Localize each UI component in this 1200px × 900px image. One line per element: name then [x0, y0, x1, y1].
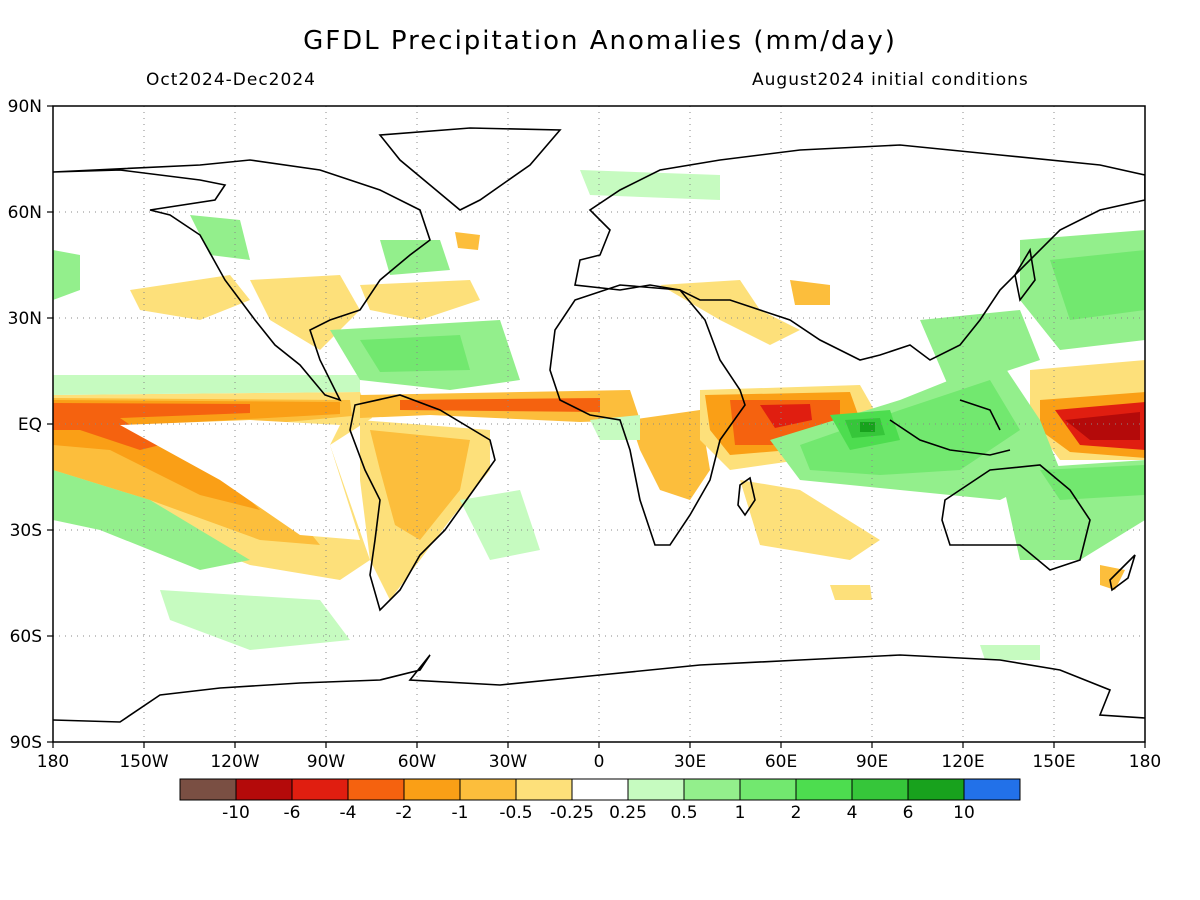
legend-label: 10	[953, 803, 975, 823]
australia-coastline	[941, 464, 1091, 571]
legend-color-box	[739, 778, 797, 801]
lon-label: 90E	[856, 752, 888, 772]
legend-label: 0.5	[670, 803, 697, 823]
wet-anomaly-region	[460, 490, 540, 560]
wet-anomaly-region	[360, 335, 470, 372]
lat-label: 60N	[8, 203, 42, 223]
forecast-period: Oct2024-Dec2024	[146, 70, 316, 90]
color-legend	[179, 778, 1021, 801]
legend-color-box	[795, 778, 853, 801]
lon-label: 90W	[307, 752, 346, 772]
legend-label: 4	[847, 803, 858, 823]
lon-label: 120E	[941, 752, 984, 772]
legend-color-box	[907, 778, 965, 801]
dry-anomaly-region	[360, 280, 480, 320]
legend-color-box	[627, 778, 685, 801]
legend-color-box	[851, 778, 909, 801]
dry-anomaly-region	[120, 420, 360, 540]
dry-anomaly-region	[400, 398, 600, 412]
lat-label: EQ	[18, 415, 42, 435]
indonesia-coastline	[889, 399, 1011, 456]
lon-label: 30W	[489, 752, 528, 772]
lat-label: 90N	[8, 97, 42, 117]
dry-anomaly-region	[630, 410, 710, 500]
south-america-coastline	[349, 394, 496, 612]
map-title: GFDL Precipitation Anomalies (mm/day)	[303, 26, 897, 56]
coastlines	[53, 127, 1145, 723]
legend-label: 0.25	[609, 803, 647, 823]
anomaly-field	[53, 170, 1145, 660]
wet-anomaly-region	[980, 645, 1040, 660]
wet-anomaly-region	[920, 310, 1040, 390]
lon-label: 150W	[119, 752, 168, 772]
lat-label: 90S	[10, 733, 42, 753]
legend-color-box	[235, 778, 293, 801]
wet-anomaly-region	[1040, 465, 1145, 500]
legend-label: -6	[284, 803, 301, 823]
greenland-coastline	[378, 127, 562, 211]
legend-labels: -10 -6 -4 -2 -1 -0.5 -0.25 0.25 0.5 1 2 4 6 10	[222, 803, 975, 823]
dry-anomaly-region	[660, 280, 800, 345]
legend-color-box	[571, 778, 629, 801]
antarctica-coastline	[53, 654, 1145, 723]
wet-anomaly-region	[380, 240, 450, 275]
legend-label: -0.25	[550, 803, 594, 823]
lon-label: 180	[37, 752, 69, 772]
wet-anomaly-region	[860, 422, 875, 432]
japan-coastline	[1014, 247, 1036, 302]
lon-label: 180	[1129, 752, 1161, 772]
lon-label: 150E	[1032, 752, 1075, 772]
legend-color-box	[459, 778, 517, 801]
legend-color-box	[963, 778, 1021, 801]
initial-conditions-label: August2024 initial conditions	[752, 70, 1029, 90]
dry-anomaly-region	[790, 280, 830, 305]
lon-label: 120W	[210, 752, 259, 772]
lon-label: 0	[594, 752, 605, 772]
new-zealand-coastline	[1109, 554, 1136, 592]
dry-anomaly-region	[455, 232, 480, 250]
lon-label: 60E	[765, 752, 797, 772]
wet-anomaly-region	[53, 375, 360, 395]
wet-anomaly-region	[590, 415, 640, 440]
legend-label: -10	[222, 803, 250, 823]
gridlines	[53, 106, 1145, 742]
latitude-labels: 90N 60N 30N EQ 30S 60S 90S	[8, 97, 42, 753]
legend-label: -0.5	[499, 803, 532, 823]
dry-anomaly-region	[830, 585, 872, 600]
lon-label: 30E	[674, 752, 706, 772]
tick-marks	[47, 105, 1146, 748]
madagascar-coastline	[737, 476, 756, 517]
legend-label: 6	[903, 803, 914, 823]
legend-color-box	[347, 778, 405, 801]
legend-label: -1	[452, 803, 469, 823]
legend-color-box	[515, 778, 573, 801]
legend-color-box	[683, 778, 741, 801]
legend-label: -2	[396, 803, 413, 823]
lat-label: 30S	[10, 521, 42, 541]
dry-anomaly-region	[740, 480, 880, 560]
legend-label: 2	[791, 803, 802, 823]
dry-anomaly-region	[760, 404, 812, 428]
dry-anomaly-region	[53, 403, 250, 450]
legend-color-box	[403, 778, 461, 801]
dry-anomaly-region	[130, 275, 250, 320]
lat-label: 60S	[10, 627, 42, 647]
africa-coastline	[549, 284, 746, 546]
wet-anomaly-region	[160, 590, 350, 650]
lat-label: 30N	[8, 309, 42, 329]
legend-color-box	[291, 778, 349, 801]
wet-anomaly-region	[53, 470, 250, 570]
north-america-coastline	[53, 159, 431, 402]
dry-anomaly-region	[1065, 412, 1140, 440]
wet-anomaly-region	[53, 250, 80, 300]
legend-label: -4	[340, 803, 357, 823]
dry-anomaly-region	[370, 430, 470, 540]
lon-label: 60W	[398, 752, 437, 772]
wet-anomaly-region	[1050, 250, 1145, 320]
longitude-labels: 180 150W 120W 90W 60W 30W 0 30E 60E 90E …	[37, 752, 1161, 772]
legend-color-box	[179, 778, 237, 801]
wet-anomaly-region	[190, 215, 250, 260]
legend-label: 1	[735, 803, 746, 823]
